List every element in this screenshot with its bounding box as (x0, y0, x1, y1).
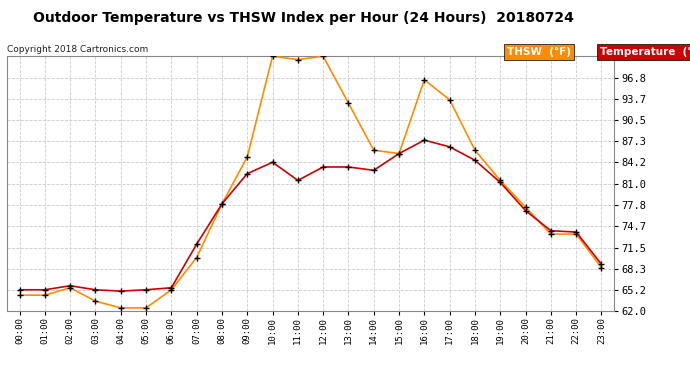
Text: Outdoor Temperature vs THSW Index per Hour (24 Hours)  20180724: Outdoor Temperature vs THSW Index per Ho… (33, 11, 574, 25)
Text: Temperature  (°F): Temperature (°F) (600, 47, 690, 57)
Text: THSW  (°F): THSW (°F) (507, 47, 571, 57)
Text: Copyright 2018 Cartronics.com: Copyright 2018 Cartronics.com (7, 45, 148, 54)
